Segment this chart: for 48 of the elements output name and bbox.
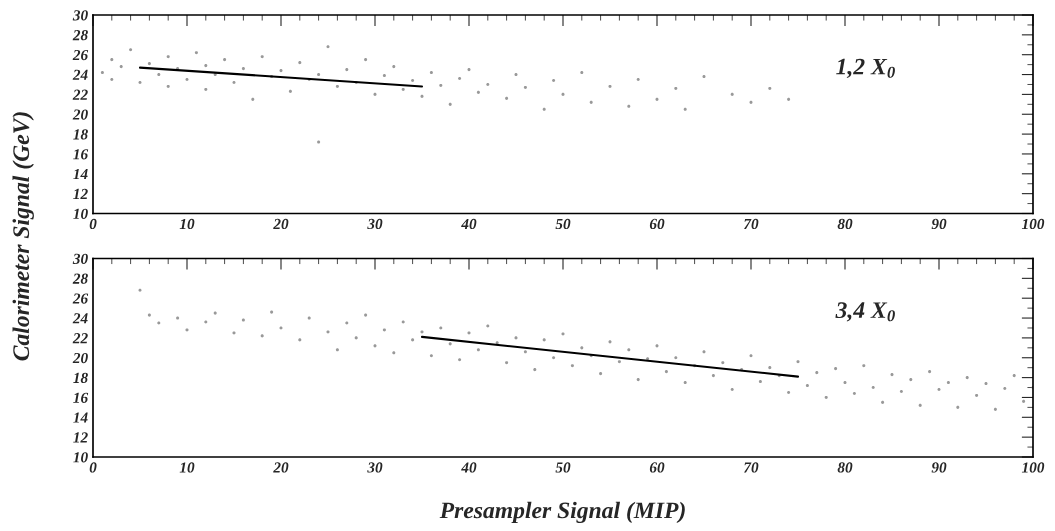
x-tick-label: 0 <box>89 462 97 473</box>
y-tick-label: 18 <box>73 372 88 384</box>
y-tick-label: 30 <box>72 10 88 21</box>
x-tick-label: 70 <box>744 218 759 230</box>
x-tick-label: 40 <box>461 218 477 230</box>
x-tick-label: 60 <box>649 462 665 473</box>
y-tick-label: 14 <box>73 412 88 423</box>
y-tick-label: 12 <box>73 188 88 199</box>
y-tick-label: 14 <box>73 169 88 180</box>
x-tick-label: 60 <box>649 218 665 230</box>
annotation: 1,2 X$_{0}$ <box>836 58 895 79</box>
y-tick-label: 18 <box>73 129 88 140</box>
y-tick-label: 26 <box>72 293 89 304</box>
y-tick-label: 24 <box>72 69 88 80</box>
x-tick-label: 10 <box>179 218 195 230</box>
y-tick-label: 16 <box>73 149 89 160</box>
x-tick-label: 20 <box>273 218 289 230</box>
x-tick-label: 100 <box>1021 462 1045 473</box>
x-tick-label: 80 <box>837 462 853 473</box>
y-tick-label: 30 <box>72 253 88 264</box>
x-tick-label: 70 <box>744 462 759 473</box>
y-axis-title: Calorimeter Signal (GeV) <box>12 112 34 361</box>
y-tick-label: 10 <box>73 452 88 463</box>
y-tick-label: 28 <box>72 29 88 41</box>
x-tick-label: 100 <box>1021 218 1045 230</box>
annotation: 3,4 X$_{0}$ <box>835 302 895 322</box>
x-tick-label: 30 <box>367 218 383 230</box>
x-tick-label: 50 <box>555 218 571 230</box>
x-tick-label: 30 <box>367 462 383 473</box>
y-tick-label: 12 <box>73 432 88 443</box>
y-tick-label: 20 <box>72 109 88 120</box>
y-tick-label: 16 <box>73 392 89 403</box>
x-tick-label: 90 <box>931 462 947 473</box>
y-tick-label: 22 <box>72 89 88 100</box>
y-tick-label: 22 <box>72 333 88 344</box>
y-tick-label: 10 <box>73 208 88 219</box>
y-tick-label: 20 <box>72 352 88 364</box>
x-tick-label: 20 <box>273 462 289 473</box>
x-tick-label: 80 <box>837 218 853 230</box>
x-tick-label: 90 <box>931 218 947 230</box>
y-tick-label: 26 <box>72 49 89 61</box>
y-tick-label: 28 <box>72 273 88 284</box>
x-tick-label: 40 <box>461 462 477 473</box>
y-tick-label: 24 <box>72 313 88 324</box>
x-axis-title: Presampler Signal (MIP) <box>439 501 685 524</box>
x-tick-label: 50 <box>555 462 571 473</box>
x-tick-label: 10 <box>179 462 195 473</box>
x-tick-label: 0 <box>89 218 97 230</box>
